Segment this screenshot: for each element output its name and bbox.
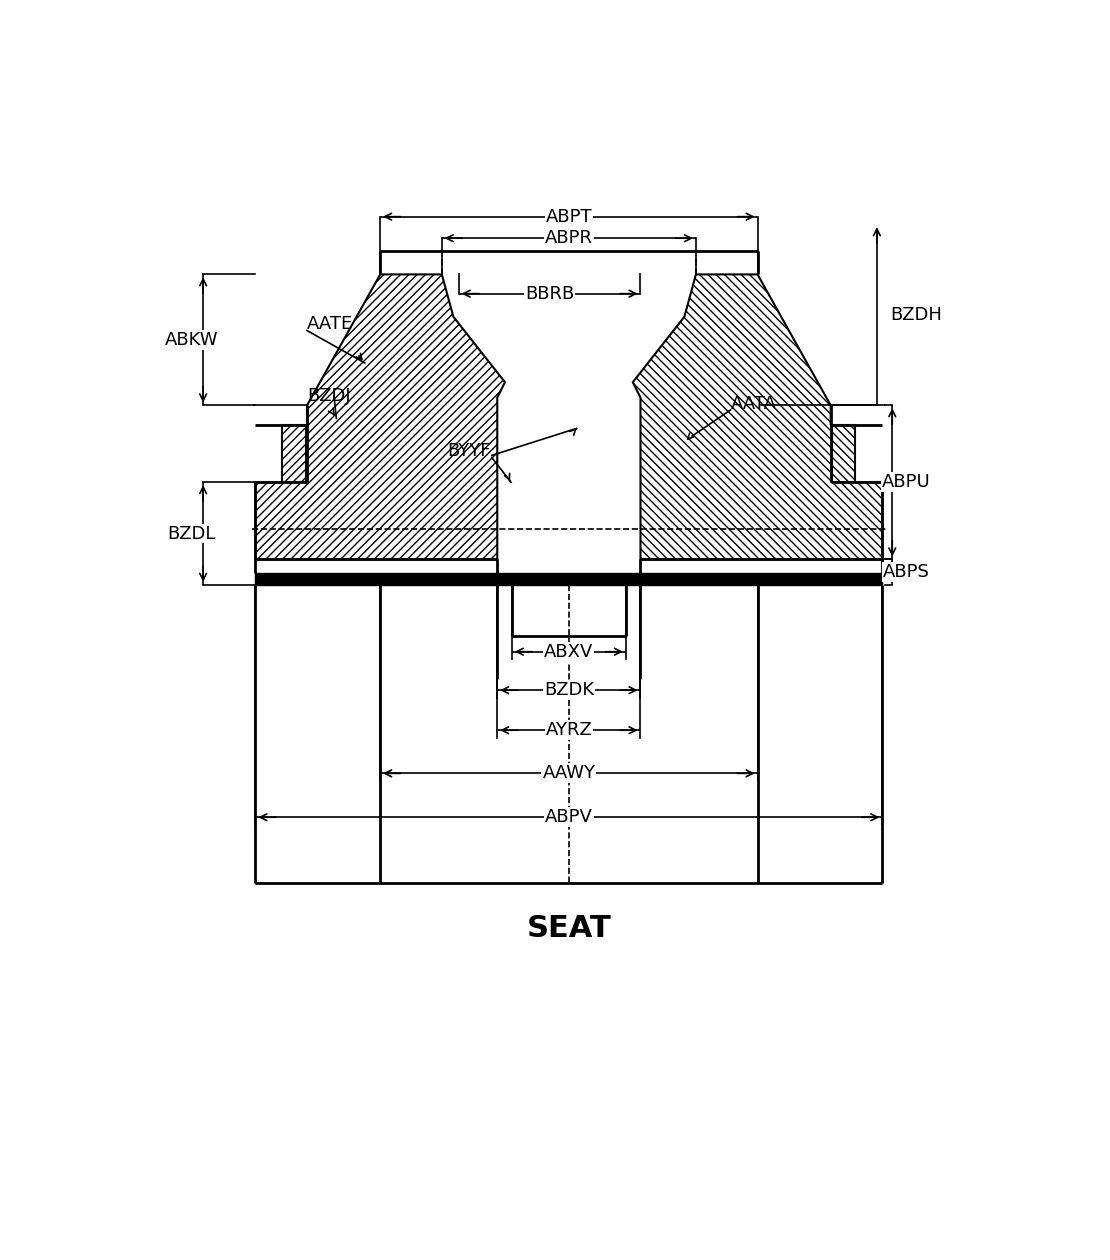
Polygon shape: [255, 275, 505, 559]
Text: AYRZ: AYRZ: [545, 721, 593, 740]
Polygon shape: [282, 425, 305, 483]
Polygon shape: [633, 275, 882, 559]
Text: BZDK: BZDK: [544, 682, 594, 699]
Text: BBRB: BBRB: [525, 285, 574, 302]
Text: ABPT: ABPT: [545, 208, 593, 226]
Text: BZDJ: BZDJ: [307, 387, 351, 404]
Text: AAWY: AAWY: [543, 765, 595, 782]
Text: SEAT: SEAT: [526, 915, 612, 944]
Text: BYYF: BYYF: [447, 442, 491, 460]
Text: BZDL: BZDL: [168, 524, 215, 543]
Text: BZDH: BZDH: [890, 306, 942, 324]
Text: AATA: AATA: [730, 394, 777, 413]
Text: ABPR: ABPR: [545, 229, 593, 247]
Bar: [255, 573, 882, 585]
Text: ABKW: ABKW: [164, 331, 219, 349]
Text: ABXV: ABXV: [544, 643, 594, 660]
Polygon shape: [832, 425, 856, 483]
Text: ABPS: ABPS: [882, 563, 929, 581]
Text: AATE: AATE: [307, 315, 353, 334]
Text: ABPV: ABPV: [545, 808, 593, 827]
Text: ABPU: ABPU: [881, 474, 930, 491]
